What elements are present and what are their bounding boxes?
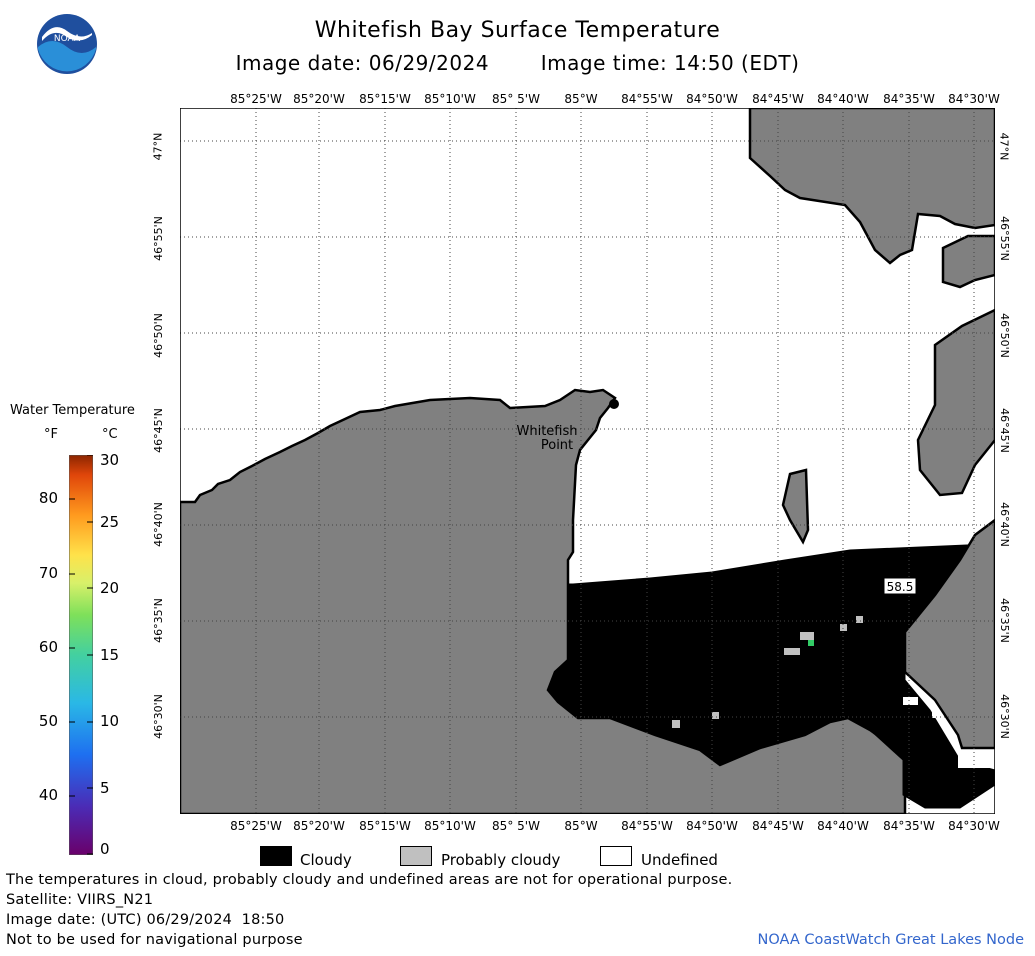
lat-label-left: 46°40'N [151,502,165,547]
probably-cloudy-speck [784,648,800,655]
legend-c-tick: 20 [100,579,120,597]
lat-label-right: 46°45'N [997,408,1011,453]
lon-label-bottom: 84°35'W [883,819,935,833]
legend-c-tick: 5 [100,779,110,797]
undefined-pocket [958,752,995,768]
utc-date-text: Image date: (UTC) 06/29/2024 18:50 [6,912,285,928]
graticule [180,108,995,814]
lon-label-top: 84°45'W [752,92,804,106]
lat-label-left: 46°45'N [151,408,165,453]
lon-label-bottom: 85°W [564,819,598,833]
legend-c-tick: 0 [100,840,110,858]
lon-label-top: 84°40'W [817,92,869,106]
key-label-probably-cloudy: Probably cloudy [441,851,561,869]
probably-cloudy-speck [856,616,863,623]
legend-c-tick: 15 [100,646,120,664]
lon-label-top: 85°20'W [293,92,345,106]
land-island-small [781,468,810,545]
legend-f-tick: 60 [38,638,58,656]
lon-label-bottom: 84°50'W [686,819,738,833]
lat-label-left: 46°30'N [151,694,165,739]
temperature-map: Whitefish Point 58.5 [180,108,995,814]
satellite-text: Satellite: VIIRS_N21 [6,892,154,908]
temperature-label: 58.5 [887,580,914,594]
temperature-pixel [808,640,814,646]
whitefish-point-marker [609,399,619,409]
legend-f-tick: 70 [38,564,58,582]
legend-title: Water Temperature [10,403,135,418]
nav-warning-text: Not to be used for navigational purpose [6,932,303,948]
logo-text: NOAA [54,34,81,44]
key-label-undefined: Undefined [641,851,718,869]
key-label-cloudy: Cloudy [300,851,352,869]
lat-label-right: 46°30'N [997,694,1011,739]
lat-label-right: 46°50'N [997,313,1011,358]
lon-label-bottom: 85°25'W [230,819,282,833]
legend-c-tick: 30 [100,451,120,469]
lat-label-left: 46°50'N [151,313,165,358]
lat-label-left: 46°55'N [151,216,165,261]
probably-cloudy-speck [672,720,680,728]
legend-unit-f: °F [44,427,58,442]
lon-label-bottom: 85°15'W [359,819,411,833]
undefined-pocket [932,710,940,718]
legend-f-tick: 40 [38,786,58,804]
land-ontario-north [748,108,995,265]
map-subtitle: Image date: 06/29/2024 Image time: 14:50… [0,51,1035,75]
place-label-line2: Point [541,438,573,453]
temperature-colorbar [69,455,93,855]
disclaimer-text: The temperatures in cloud, probably clou… [6,872,733,888]
lon-label-bottom: 85°20'W [293,819,345,833]
legend-f-tick: 80 [38,489,58,507]
lon-label-bottom: 85° 5'W [492,819,540,833]
legend-c-tick: 10 [100,712,120,730]
land-island-east [941,234,995,289]
lon-label-top: 85°W [564,92,598,106]
legend-f-tick: 50 [38,712,58,730]
lon-label-top: 84°55'W [621,92,673,106]
map-title: Whitefish Bay Surface Temperature [314,18,721,43]
lat-label-right: 46°35'N [997,598,1011,643]
land-shore-east [916,308,995,497]
lon-label-top: 84°30'W [948,92,1000,106]
legend-unit-c: °C [102,427,118,442]
lat-label-left: 46°35'N [151,598,165,643]
probably-cloudy-speck [800,632,814,640]
undefined-pocket [903,697,918,705]
lon-label-bottom: 85°10'W [424,819,476,833]
temperature-label-box [883,577,917,595]
lon-label-bottom: 84°45'W [752,819,804,833]
lat-label-right: 47°N [997,132,1011,161]
legend-c-tick: 25 [100,513,120,531]
key-swatch-cloudy [260,846,292,866]
place-label-line1: Whitefish [516,424,577,439]
credit-text: NOAA CoastWatch Great Lakes Node [757,932,1024,948]
image-date: Image date: 06/29/2024 [235,51,490,75]
lon-label-top: 84°35'W [883,92,935,106]
lon-label-bottom: 84°40'W [817,819,869,833]
lon-label-bottom: 84°55'W [621,819,673,833]
lon-label-top: 84°50'W [686,92,738,106]
lon-label-top: 85°10'W [424,92,476,106]
lat-label-right: 46°55'N [997,216,1011,261]
lat-label-left: 47°N [151,132,165,161]
key-swatch-undefined [600,846,632,866]
lon-label-top: 85°15'W [359,92,411,106]
land-shore-southeast [903,518,995,750]
probably-cloudy-speck [840,624,847,631]
probably-cloudy-speck [712,712,719,719]
image-time: Image time: 14:50 (EDT) [540,51,800,75]
noaa-logo: NOAA [37,14,97,74]
lon-label-bottom: 84°30'W [948,819,1000,833]
lat-label-right: 46°40'N [997,502,1011,547]
lon-label-top: 85°25'W [230,92,282,106]
key-swatch-probably-cloudy [400,846,432,866]
lon-label-top: 85° 5'W [492,92,540,106]
